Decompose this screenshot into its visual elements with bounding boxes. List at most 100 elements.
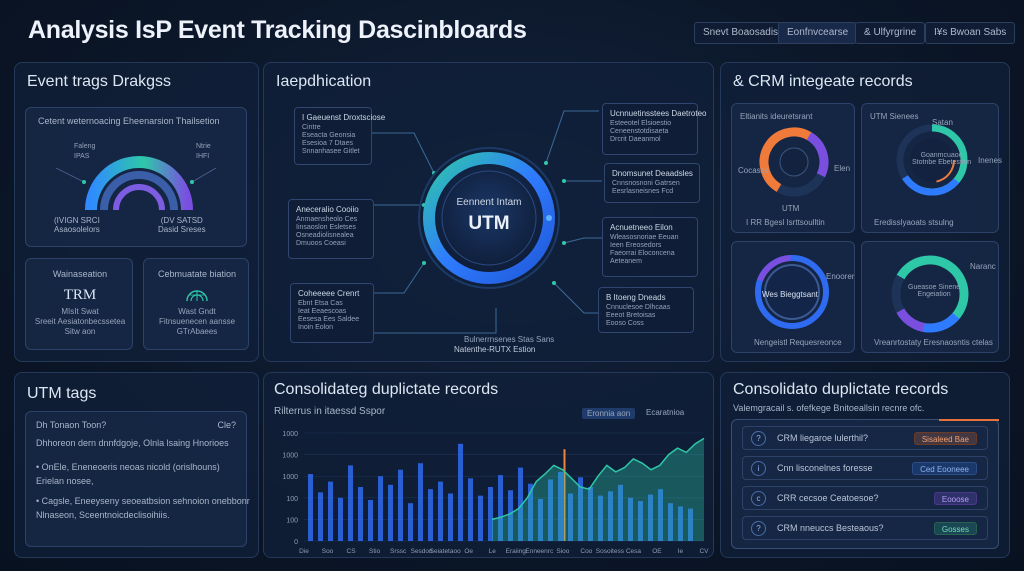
diagram-node-5-title: Dnomsunet Deaadsles [612, 169, 693, 178]
diagram-node-3-title: Coheeeee Crenrt [298, 289, 360, 298]
header-button-2[interactable]: Eonfnvcearse [778, 22, 858, 44]
link-icon: c [751, 491, 766, 506]
diagram-node-4-sub: Esteeotel Elsioestio Ceneenstotdisaeta D… [610, 120, 672, 143]
utm-tags-line-5: Nlnaseon, Sceentnoicdeclisoihiis. [36, 510, 170, 520]
chart-bar [338, 497, 343, 541]
diagram-node-1[interactable]: I Gaeuenst Droxtsciose Cintre Eseacta Ge… [294, 107, 385, 165]
chart-legend-1[interactable]: Eronnia aon [582, 408, 636, 419]
crm-card-2-left: Satan [932, 118, 953, 127]
chart-bar [438, 481, 443, 541]
user-icon: i [751, 461, 766, 476]
chart-bar [358, 487, 363, 541]
diagram-node-7-sub: Cnnuclesoe Dlhcaas Eeeot Bretoisas Eooso… [606, 304, 671, 327]
diagram-node-6-sub: Wleasosnoriae Eeuan Ieen Ereosedors Faeo… [610, 234, 679, 265]
event-gauge-card[interactable]: Cetent weternoacing Eheenarsion Thailset… [25, 107, 247, 247]
crm-card-4-center: Gueasoe Sinene Engeiation [908, 284, 961, 298]
event-gauge: Faleng IPAS Ntrie IHFI [55, 143, 217, 211]
utm-tags-panel: UTM tags Dh Tonaon Toon? Cle? Dhhoreon d… [14, 372, 259, 558]
dup-record-badge-4[interactable]: Gosses [933, 522, 977, 535]
crm-card-1-right: Elen [834, 164, 851, 173]
chart-trend-area [492, 438, 704, 541]
chart-x-tick: Oe [464, 548, 473, 555]
gauge-arc-inner [113, 184, 165, 211]
crm-donut-2 [896, 124, 968, 196]
dup-records-panel: Consolidato duplictate records Valemgrac… [720, 372, 1010, 558]
diagram-node-2[interactable]: Aneceralio Cooiio Anmaensheolo Ces Iinsa… [288, 199, 374, 259]
chart-y-tick: 1000 [282, 453, 298, 460]
dup-record-row-2[interactable]: i Cnn lisconelnes foresse Ced Eooneee [742, 456, 988, 480]
chart-x-tick: CV [699, 548, 709, 555]
dup-records-subtitle: Valemgracail s. ofefkege Bnitoeallsin re… [733, 403, 925, 413]
chart-x-tick: Srssc [390, 548, 407, 555]
dup-record-row-3[interactable]: c CRR cecsoe Ceatoesoe? Eooose [742, 486, 988, 510]
diagram-node-3[interactable]: Coheeeee Crenrt Ebnt Etsa Cas Ieat Eeaes… [290, 283, 374, 343]
chart-panel: Consolidateg duplictate records Rilterru… [263, 372, 714, 558]
chart-bar [568, 493, 573, 541]
diagram-node-6[interactable]: Acnuetneeo Eilon Wleasosnoriae Eeuan Iee… [602, 217, 698, 277]
chart-x-tick: Sosoitess [596, 548, 625, 555]
crm-card-2-right: Inenes [978, 156, 1003, 165]
dup-records-accent [939, 419, 999, 421]
utm-tags-card[interactable]: Dh Tonaon Toon? Cle? Dhhoreon dern dnnfd… [25, 411, 250, 547]
tag-mini-card-left[interactable]: Wainaseation TRM MIsIt Swat Sreeit Aesia… [25, 258, 133, 350]
chart-bar [608, 491, 613, 541]
crm-card-3[interactable]: Wes Bieggtsant Enoorer Nengeistl Requesr… [731, 241, 855, 353]
utm-tags-line-1: Dhhoreon dern dnnfdgoje, Olnla lsaing Hn… [36, 438, 229, 448]
chart-x-tick: OE [652, 548, 662, 555]
network-icon [186, 290, 208, 302]
crm-card-2[interactable]: UTM Sienees Satan Goanmcuaoe Stotnbe Ebe… [861, 103, 1003, 233]
gauge-label-3: Ntrie [196, 143, 211, 150]
chart-x-tick: Le [489, 548, 497, 555]
dup-record-badge-1[interactable]: Sisaleed Bae [913, 432, 977, 445]
chart-bar [368, 499, 373, 541]
dup-record-label-3: CRR cecsoe Ceatoesoe? [777, 493, 879, 503]
crm-card-1[interactable]: Eltianits ideuretsrant Cocasss Elen UTM … [731, 103, 855, 233]
chart-bar [548, 479, 553, 541]
dup-record-badge-3[interactable]: Eooose [933, 492, 977, 505]
chart-bar [328, 481, 333, 541]
dup-record-badge-2[interactable]: Ced Eooneee [912, 462, 977, 475]
chart-bar [468, 478, 473, 541]
chart-bar [408, 503, 413, 541]
crm-card-3-bottom: Nengeistl Requesreonce [754, 338, 842, 347]
chart-bar [478, 495, 483, 541]
diagram-node-7[interactable]: B Itoeng Dneads Cnnuclesoe Dlhcaas Eeeot… [598, 287, 694, 333]
chart-x-tick: Sioo [556, 548, 569, 555]
header-button-3[interactable]: & Ulfyrgrine [855, 22, 926, 44]
chart-x-tick: Stio [369, 548, 381, 555]
chart-bar [378, 476, 383, 541]
dup-record-label-1: CRM liegaroe lulerthil? [777, 433, 869, 443]
chart-x-tick: CS [347, 548, 357, 555]
chart-bar [518, 467, 523, 541]
tag-mini-card-right[interactable]: Cebmuatate biation Wast Gndt Fitnsuenece… [143, 258, 249, 350]
dup-record-row-1[interactable]: ? CRM liegaroe lulerthil? Sisaleed Bae [742, 426, 988, 450]
chart-y-tick: 1000 [282, 431, 298, 438]
chart-bar [418, 463, 423, 541]
header-button-4[interactable]: I¥s Bwoan Sabs [925, 22, 1016, 44]
dup-record-row-4[interactable]: ? CRM nneuccs Besteaous? Gosses [742, 516, 988, 540]
utm-hub[interactable]: Eennent Intam UTM [414, 143, 564, 293]
diagram-node-5[interactable]: Dnomsunet Deaadsles Cnnsnosnoni Gatrsen … [604, 163, 700, 203]
chart-bar [318, 492, 323, 541]
chart-x-tick: Soo [322, 548, 334, 555]
header-button-1[interactable]: Snevt Boaosadis [694, 22, 788, 44]
chart-subtitle: Rilterrus in itaessd Sspor [274, 406, 386, 417]
chart-bar [578, 477, 583, 541]
event-tags-title: Event trags Drakgss [27, 73, 172, 90]
event-gauge-card-title: Cetent weternoacing Eheenarsion Thailset… [38, 116, 220, 126]
crm-card-4-bottom: Vreanrtostaty Eresnaosntis ctelas [874, 338, 993, 347]
chart-bar [508, 490, 513, 541]
mini-right-title: Cebmuatate biation [157, 269, 237, 279]
chart-bar [488, 487, 493, 541]
chart-x-tick: Cesa [626, 548, 642, 555]
chart-legend-2[interactable]: Ecaratnioa [646, 408, 685, 417]
utm-hub-big: UTM [468, 213, 509, 234]
utm-tags-line-2: • OnEle, Eneneoeris neoas nicold (orislh… [36, 462, 220, 472]
crm-card-2-bottom: Eredisslyaoats stsulng [874, 218, 954, 227]
diagram-node-5-sub: Cnnsnosnoni Gatrsen Eesrlasneisnes Fcd [612, 180, 680, 195]
gauge-label-2: IPAS [74, 153, 90, 160]
crm-card-4[interactable]: Naranc Gueasoe Sinene Engeiation Vreanrt… [861, 241, 999, 353]
diagram-node-4[interactable]: Ucnnuetinsstees Daetroteo Esteeotel Elsi… [602, 103, 707, 155]
chart-x-tick: Sesdon [411, 548, 433, 555]
chart-x-tick: Ie [678, 548, 684, 555]
